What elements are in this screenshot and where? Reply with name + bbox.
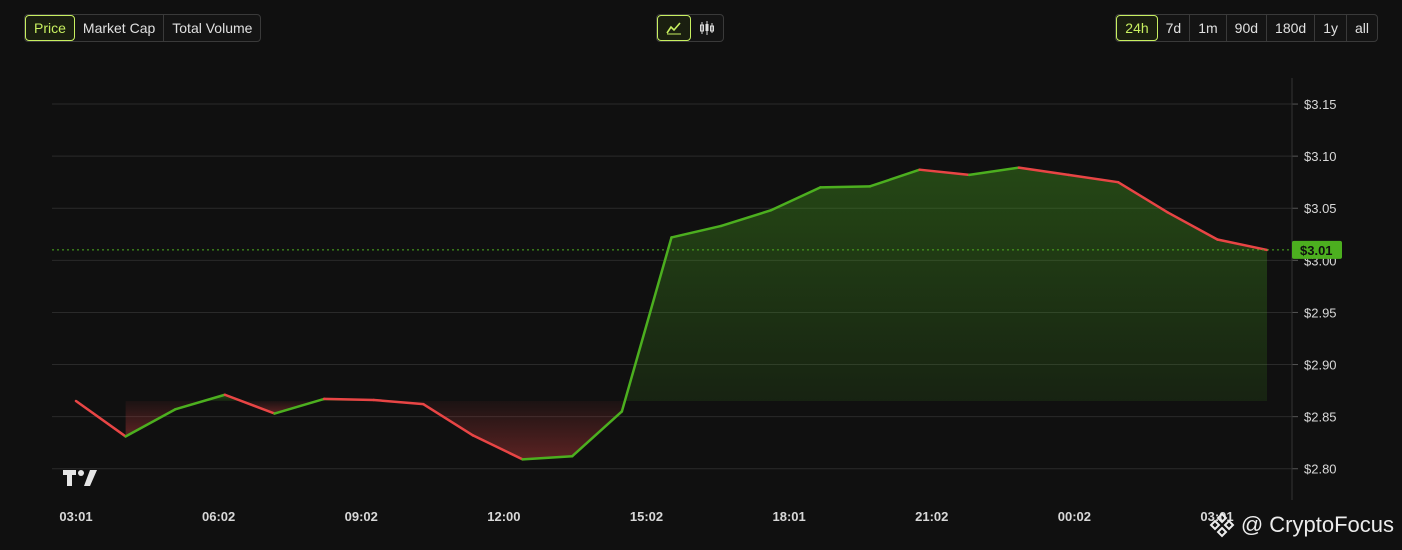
price-line-segment [620, 236, 673, 413]
range-1m[interactable]: 1m [1190, 15, 1227, 41]
tab-total-volume[interactable]: Total Volume [172, 20, 253, 36]
price-line-segment [670, 224, 723, 239]
x-tick-label: 12:00 [487, 509, 520, 524]
y-tick-label: $2.95 [1304, 305, 1337, 320]
price-line-segment [273, 397, 326, 415]
candlestick-chart-icon[interactable] [691, 15, 723, 41]
watermark: @ CryptoFocus [1209, 512, 1394, 538]
tradingview-logo-icon [62, 468, 98, 493]
range-tabs: 24h 7d 1m 90d 180d 1y all [1115, 14, 1378, 42]
price-line-segment [918, 168, 971, 177]
tab-market-cap[interactable]: Market Cap [75, 15, 165, 41]
price-line-segment [819, 185, 872, 189]
y-tick-label: $2.85 [1304, 410, 1337, 425]
y-tick-label: $3.15 [1304, 97, 1337, 112]
range-all[interactable]: all [1354, 20, 1369, 36]
price-line-segment [124, 408, 177, 438]
range-24h[interactable]: 24h [1116, 15, 1158, 41]
y-tick-label: $2.90 [1304, 358, 1337, 373]
metric-tabs: Price Market Cap Total Volume [24, 14, 262, 42]
line-chart-icon[interactable] [657, 15, 691, 41]
area-below-baseline [241, 401, 318, 414]
current-price-tag [1292, 240, 1342, 259]
x-tick-label: 06:02 [202, 509, 235, 524]
area-above-baseline [624, 167, 1267, 402]
price-line-segment [471, 434, 524, 461]
x-tick-label: 18:01 [773, 509, 806, 524]
price-line-segment [74, 399, 127, 438]
x-tick-label: 03:01 [59, 509, 92, 524]
price-line-segment [1067, 173, 1120, 184]
price-line-segment [868, 168, 921, 188]
y-tick-label: $2.80 [1304, 462, 1337, 477]
price-line-segment [1166, 211, 1219, 241]
x-tick-label: 09:02 [345, 509, 378, 524]
price-line-segment [968, 166, 1021, 177]
chart-type-toggle [656, 14, 724, 42]
price-line-segment [422, 402, 475, 437]
watermark-text: @ CryptoFocus [1240, 512, 1394, 537]
area-below-baseline [125, 401, 204, 437]
price-line-segment [223, 393, 276, 415]
price-line-segment [1116, 180, 1169, 214]
price-line-segment [719, 209, 772, 228]
range-90d[interactable]: 90d [1227, 15, 1268, 41]
area-below-baseline [386, 401, 625, 460]
price-line-segment [769, 186, 822, 212]
current-price-label: $3.01 [1300, 243, 1333, 258]
range-180d[interactable]: 180d [1267, 15, 1316, 41]
price-line-segment [322, 397, 375, 402]
price-line-segment [1017, 166, 1070, 177]
price-line-segment [521, 454, 574, 461]
x-tick-label: 03:01 [1200, 509, 1233, 524]
x-tick-label: 00:02 [1058, 509, 1091, 524]
tab-price[interactable]: Price [25, 15, 75, 41]
binance-logo-icon [1209, 512, 1235, 538]
y-tick-label: $3.10 [1304, 149, 1337, 164]
price-line-segment [372, 398, 425, 406]
price-line-segment [174, 393, 227, 411]
y-tick-label: $3.05 [1304, 201, 1337, 216]
x-tick-label: 21:02 [915, 509, 948, 524]
price-line-segment [1216, 238, 1269, 252]
price-line-segment [571, 410, 624, 458]
range-7d[interactable]: 7d [1158, 15, 1191, 41]
range-1y[interactable]: 1y [1315, 15, 1347, 41]
x-tick-label: 15:02 [630, 509, 663, 524]
